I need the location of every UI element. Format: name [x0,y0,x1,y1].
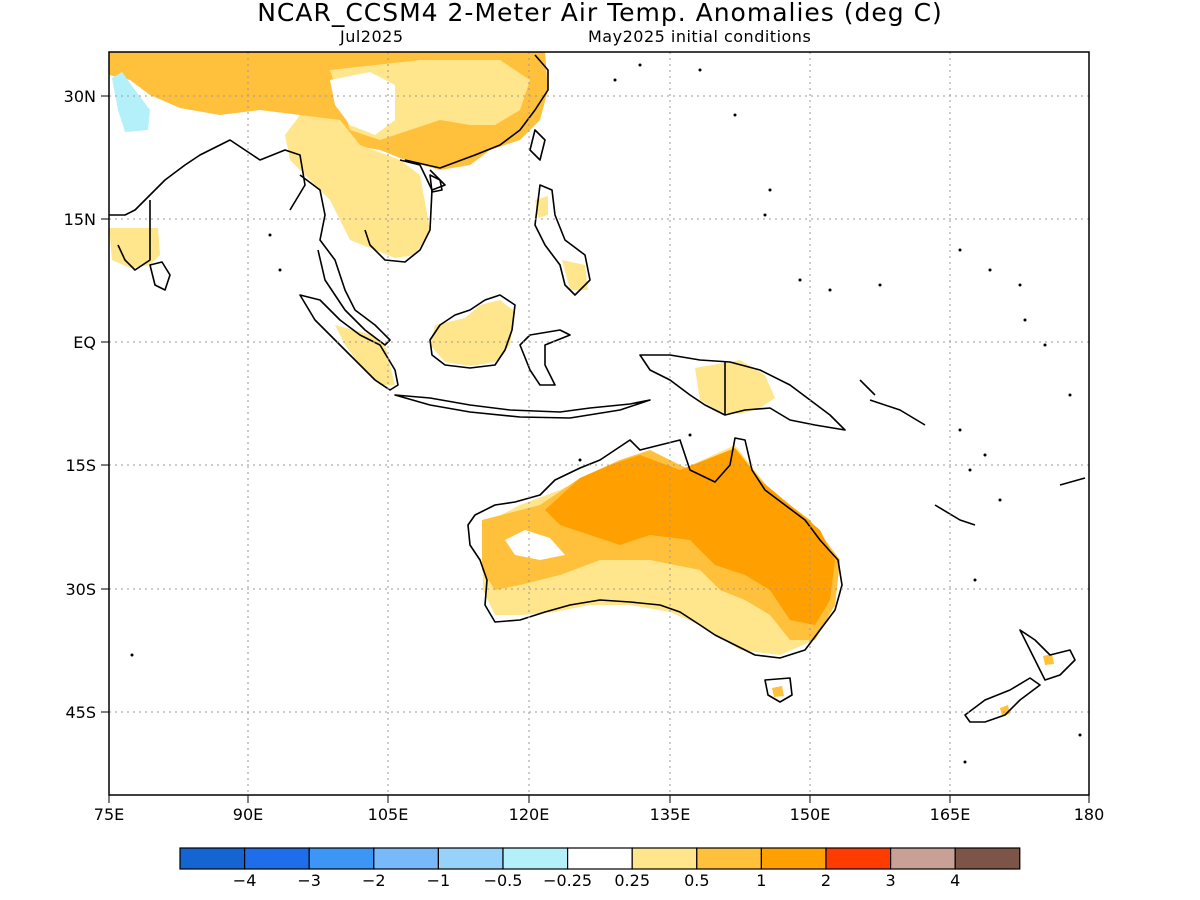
legend-swatch [760,847,827,870]
anomaly-region-india [109,228,160,268]
legend-label: −3 [297,871,321,890]
legend-swatch [631,847,698,870]
coastlines [109,54,1086,723]
lon-label: 90E [233,805,263,824]
lon-labels: 75E 90E 105E 120E 135E 150E 165E 180 [94,805,1105,824]
lon-label: 105E [368,805,409,824]
lat-label: 15S [65,456,96,475]
anomaly-region-philippines [535,196,588,290]
anomaly-region-new-zealand [1000,654,1054,716]
legend-labels: −4 −3 −2 −1 −0.5 −0.25 0.25 0.5 1 2 3 4 [233,871,960,890]
lat-label: 30S [65,580,96,599]
legend-swatch [437,847,504,870]
legend-label: 2 [821,871,831,890]
lat-label: 15N [64,210,96,229]
legend-swatch [308,847,375,870]
anomaly-region-tibet-cold [112,72,150,132]
lat-label: 30N [64,87,96,106]
plot-frame [108,51,1090,796]
lon-label: 135E [650,805,691,824]
legend-swatch [502,847,569,870]
anomaly-region-indochina [285,115,430,258]
legend-label: 3 [886,871,896,890]
legend-swatch [696,847,762,870]
anomaly-region-new-guinea [695,360,775,414]
lat-labels: 30N 15N EQ 15S 30S 45S [64,87,96,722]
graticule [109,52,1089,795]
map-plot-area [109,52,1089,795]
legend-label: −4 [233,871,257,890]
lon-label: 180 [1074,805,1105,824]
legend-label: −0.25 [543,871,592,890]
anomaly-region-australia-white [505,530,565,560]
legend-label: 0.5 [684,871,709,890]
legend-swatch [954,847,1021,870]
map-title: NCAR_CCSM4 2-Meter Air Temp. Anomalies (… [257,0,943,27]
anomaly-region-china-white [330,72,395,135]
legend-swatch [566,847,633,870]
legend-label: 1 [756,871,766,890]
legend-label: 4 [950,871,960,890]
legend-label: 0.25 [614,871,650,890]
color-legend [179,847,1021,870]
legend-swatch [244,847,310,870]
anomaly-region-northern-australia [545,448,835,625]
lat-label: EQ [73,333,96,352]
initial-conditions: May2025 initial conditions [588,27,812,46]
small-islands [130,63,1082,764]
valid-month: Jul2025 [340,27,404,46]
anomaly-region-tasmania [772,686,784,697]
tick-marks [101,95,1090,803]
legend-swatch [373,847,439,870]
lon-label: 165E [930,805,971,824]
legend-swatch [179,847,246,870]
anomaly-region-sumatra [335,325,395,385]
anomaly-region-borneo [430,300,515,366]
legend-label: −2 [362,871,386,890]
legend-label: −0.5 [484,871,523,890]
lon-label: 75E [94,805,124,824]
legend-swatch [825,847,892,870]
lat-label: 45S [65,703,96,722]
lon-label: 150E [790,805,831,824]
legend-swatch [889,847,956,870]
lon-label: 120E [509,805,550,824]
legend-label: −1 [427,871,451,890]
